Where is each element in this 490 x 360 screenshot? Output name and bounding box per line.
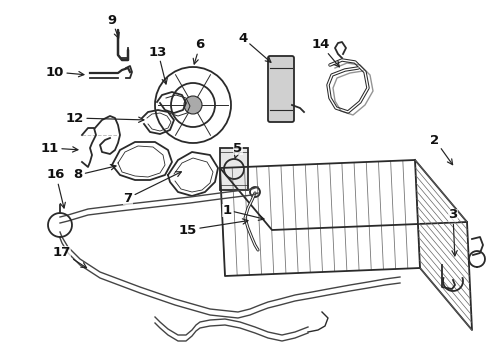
- Text: 9: 9: [107, 13, 119, 38]
- Text: 12: 12: [66, 112, 144, 125]
- Text: 16: 16: [47, 168, 65, 208]
- Text: 5: 5: [233, 141, 243, 158]
- FancyBboxPatch shape: [220, 148, 248, 190]
- Text: 8: 8: [74, 165, 116, 181]
- Text: 1: 1: [222, 203, 264, 220]
- Text: 11: 11: [41, 141, 78, 154]
- Circle shape: [184, 96, 202, 114]
- Text: 17: 17: [53, 246, 87, 268]
- Text: 14: 14: [312, 39, 340, 67]
- FancyBboxPatch shape: [268, 56, 294, 122]
- Text: 4: 4: [238, 31, 271, 62]
- Text: 10: 10: [46, 66, 84, 78]
- Text: 7: 7: [123, 172, 181, 204]
- Text: 6: 6: [193, 39, 205, 64]
- Text: 13: 13: [149, 45, 167, 84]
- Text: 15: 15: [179, 219, 248, 237]
- Text: 3: 3: [448, 208, 458, 256]
- Text: 2: 2: [430, 134, 453, 165]
